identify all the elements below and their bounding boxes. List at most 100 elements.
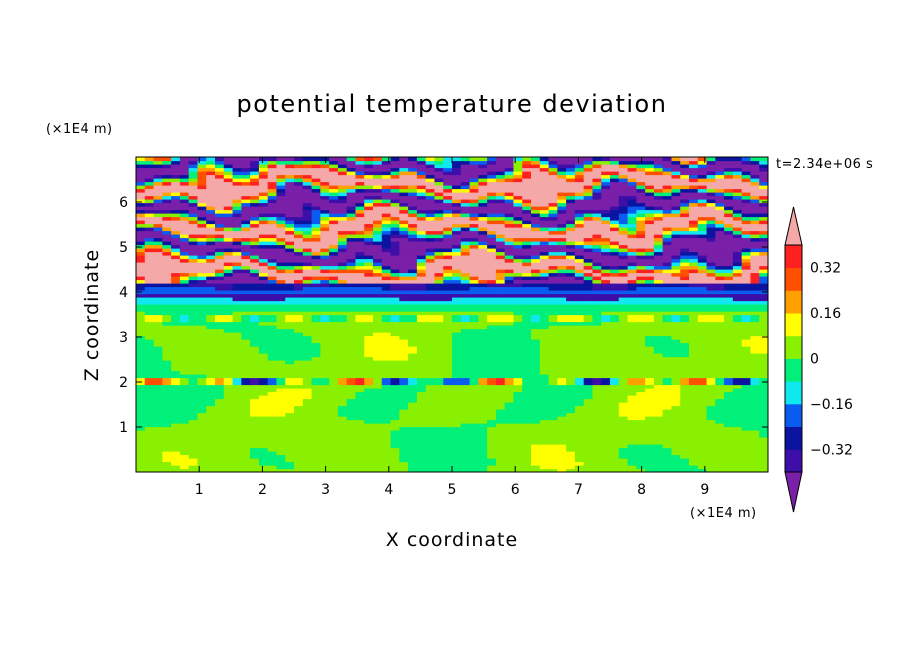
field-cell <box>355 227 365 232</box>
field-cell <box>390 388 400 393</box>
field-cell <box>689 307 699 312</box>
field-cell <box>416 433 427 438</box>
field-cell <box>645 423 655 428</box>
field-cell <box>627 332 637 337</box>
field-cell <box>452 258 462 263</box>
field-cell <box>416 244 427 249</box>
field-cell <box>144 468 155 472</box>
field-cell <box>443 405 453 410</box>
field-cell <box>574 405 585 410</box>
field-cell <box>574 360 585 365</box>
field-cell <box>601 363 611 368</box>
field-cell <box>337 370 348 375</box>
field-cell <box>329 367 339 372</box>
field-cell <box>495 255 506 260</box>
field-cell <box>364 437 374 442</box>
field-cell <box>390 314 400 319</box>
field-cell <box>548 430 558 435</box>
field-cell <box>574 237 585 242</box>
field-cell <box>197 451 207 456</box>
field-cell <box>487 360 497 365</box>
field-cell <box>671 346 681 351</box>
field-cell <box>583 398 594 403</box>
field-cell <box>653 388 664 393</box>
field-cell <box>741 290 752 295</box>
field-cell <box>285 265 295 270</box>
field-cell <box>337 461 348 466</box>
field-cell <box>144 367 155 372</box>
field-cell <box>346 230 357 235</box>
field-cell <box>706 398 716 403</box>
field-cell <box>285 255 295 260</box>
field-cell <box>653 286 664 291</box>
field-cell <box>162 297 172 302</box>
field-cell <box>741 342 752 347</box>
field-cell <box>364 230 374 235</box>
field-cell <box>294 265 304 270</box>
field-cell <box>460 458 471 463</box>
field-cell <box>171 391 181 396</box>
field-cell <box>504 440 515 445</box>
field-cell <box>223 342 234 347</box>
field-cell <box>548 307 558 312</box>
field-cell <box>250 468 260 472</box>
field-cell <box>302 353 313 358</box>
field-cell <box>294 255 304 260</box>
field-cell <box>443 255 453 260</box>
field-cell <box>495 241 506 246</box>
field-cell <box>715 465 725 470</box>
field-cell <box>425 377 436 382</box>
field-cell <box>618 290 629 295</box>
field-cell <box>258 412 269 417</box>
field-cell <box>434 332 444 337</box>
field-cell <box>434 342 444 347</box>
field-cell <box>443 381 453 386</box>
field-cell <box>645 447 655 452</box>
field-cell <box>574 444 585 449</box>
field-cell <box>171 332 181 337</box>
field-cell <box>258 283 269 288</box>
field-cell <box>478 360 488 365</box>
field-cell <box>671 437 681 442</box>
field-cell <box>583 447 594 452</box>
field-cell <box>653 367 664 372</box>
field-cell <box>320 237 330 242</box>
field-cell <box>522 398 532 403</box>
field-cell <box>373 447 383 452</box>
field-cell <box>206 290 216 295</box>
field-cell <box>223 276 234 281</box>
field-cell <box>250 297 260 302</box>
field-cell <box>566 356 576 361</box>
field-cell <box>610 465 620 470</box>
field-cell <box>741 409 752 414</box>
field-cell <box>610 426 620 431</box>
field-cell <box>197 388 207 393</box>
field-cell <box>513 367 523 372</box>
field-cell <box>724 398 734 403</box>
field-cell <box>276 451 286 456</box>
field-cell <box>136 405 146 410</box>
field-cell <box>715 304 725 309</box>
field-cell <box>697 342 708 347</box>
field-cell <box>689 447 699 452</box>
field-cell <box>504 325 515 330</box>
field-cell <box>285 398 295 403</box>
field-cell <box>311 468 321 472</box>
field-cell <box>460 409 471 414</box>
field-cell <box>522 349 532 354</box>
field-cell <box>311 293 321 298</box>
field-cell <box>732 353 743 358</box>
field-cell <box>223 454 234 459</box>
field-cell <box>329 426 339 431</box>
field-cell <box>294 377 304 382</box>
field-cell <box>715 440 725 445</box>
field-cell <box>346 409 357 414</box>
field-cell <box>460 307 471 312</box>
field-cell <box>355 293 365 298</box>
field-cell <box>302 384 313 389</box>
field-cell <box>390 321 400 326</box>
field-cell <box>750 293 760 298</box>
field-cell <box>188 279 199 284</box>
field-cell <box>276 440 286 445</box>
field-cell <box>662 325 673 330</box>
